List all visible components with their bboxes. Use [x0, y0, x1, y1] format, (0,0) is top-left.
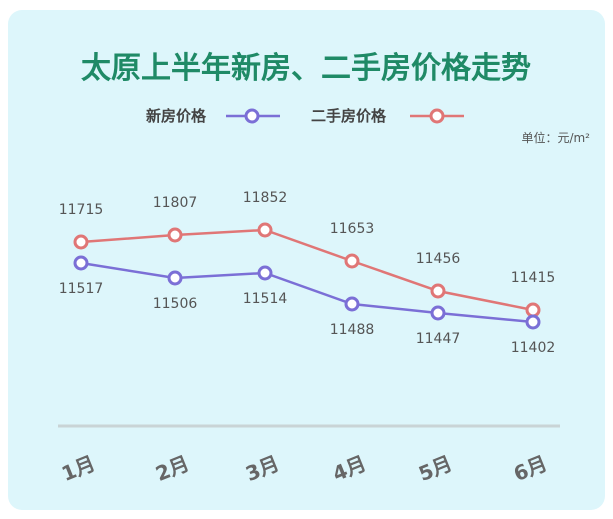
x-tick-label-1: 1月: [58, 451, 98, 486]
x-tick-label-3: 3月: [242, 451, 282, 486]
data-label-second-hand-3: 11852: [243, 190, 288, 206]
data-label-second-hand-1: 11715: [59, 202, 104, 218]
data-point-new-house-5: [430, 305, 446, 321]
unit-label: 单位：元/m²: [521, 130, 590, 145]
data-label-second-hand-4: 11653: [330, 221, 375, 237]
data-label-new-house-4: 11488: [330, 322, 375, 338]
data-label-second-hand-5: 11456: [416, 251, 461, 267]
series-line-second-hand: [80, 228, 534, 312]
chart-title: 太原上半年新房、二手房价格走势: [81, 51, 531, 86]
x-tick-label-4: 4月: [329, 451, 369, 486]
data-point-second-hand-6: [525, 302, 541, 318]
data-label-second-hand-6: 11415: [511, 270, 556, 286]
data-label-second-hand-2: 11807: [153, 195, 198, 211]
data-label-new-house-5: 11447: [416, 331, 461, 347]
legend-label-second-hand: 二手房价格: [311, 107, 387, 125]
data-point-second-hand-3: [257, 222, 273, 238]
data-point-new-house-6: [525, 314, 541, 330]
data-point-second-hand-2: [167, 227, 183, 243]
x-tick-label-6: 6月: [510, 451, 550, 486]
data-label-new-house-3: 11514: [243, 291, 288, 307]
legend-label-new-house: 新房价格: [146, 107, 207, 125]
data-point-new-house-2: [167, 270, 183, 286]
data-point-second-hand-5: [430, 283, 446, 299]
x-tick-label-5: 5月: [415, 451, 455, 486]
data-point-new-house-3: [257, 265, 273, 281]
legend: 新房价格 二手房价格: [146, 107, 464, 125]
data-point-second-hand-1: [73, 234, 89, 250]
legend-marker-second-hand: [429, 108, 445, 124]
data-point-second-hand-4: [344, 253, 360, 269]
data-point-new-house-1: [73, 255, 89, 271]
data-label-new-house-6: 11402: [511, 340, 556, 356]
legend-marker-new-house: [244, 108, 260, 124]
data-label-new-house-2: 11506: [153, 296, 198, 312]
series-line-new-house: [80, 261, 534, 324]
x-tick-label-2: 2月: [152, 451, 192, 486]
data-label-new-house-1: 11517: [59, 281, 104, 297]
data-point-new-house-4: [344, 296, 360, 312]
